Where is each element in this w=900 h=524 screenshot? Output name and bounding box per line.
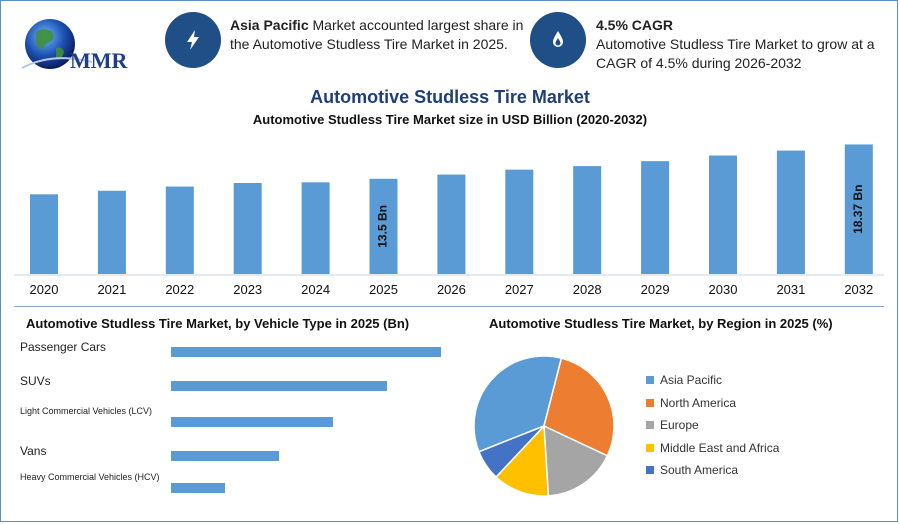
x-tick-label: 2024 [301, 282, 330, 297]
pie-slice-3 [495, 424, 550, 497]
hbar-0 [171, 347, 441, 357]
hbar-label: SUVs [20, 374, 51, 388]
legend-swatch [646, 421, 654, 429]
lightning-icon [187, 30, 199, 50]
hbar-label: Vans [20, 444, 47, 458]
vehicle-type-bar-chart: Passenger Cars SUVs Light Commercial Vehic… [0, 330, 460, 520]
x-tick-label: 2029 [641, 282, 670, 297]
legend-item: Europe [646, 418, 699, 432]
drop-icon-badge [530, 12, 586, 68]
bar-2023 [233, 183, 262, 274]
hbar-label: Light Commercial Vehicles (LCV) [20, 406, 153, 416]
bar-2020 [30, 194, 58, 274]
info-asia-pacific: Asia Pacific Market accounted largest sh… [230, 16, 525, 54]
x-tick-label: 2023 [233, 282, 262, 297]
hbar-3 [171, 451, 279, 461]
legend-label: South America [660, 463, 739, 477]
drop-icon [553, 31, 563, 47]
bar-2029 [641, 161, 670, 274]
chart-title: Automotive Studless Tire Market [310, 87, 590, 107]
legend-swatch [646, 398, 654, 407]
legend-swatch [646, 376, 654, 384]
mmr-logo: MMR [12, 10, 142, 80]
legend-item: North America [646, 396, 736, 410]
legend-label: North America [660, 395, 737, 410]
bar-2028 [573, 166, 602, 274]
region-title: Automotive Studless Tire Market, by Regi… [489, 316, 833, 331]
bar-data-label: 13.5 Bn [376, 205, 390, 248]
hbar-4 [171, 483, 225, 493]
vehicle-type-title: Automotive Studless Tire Market, by Vehi… [26, 316, 410, 331]
hbar-2 [171, 417, 333, 427]
pie-slice-1 [543, 357, 615, 457]
legend-label: Middle East and Africa [660, 440, 780, 455]
x-tick-label: 2025 [369, 282, 398, 297]
info-cagr: 4.5% CAGR Automotive Studless Tire Marke… [596, 16, 886, 73]
pie-slice-0 [473, 356, 563, 453]
info-text: Automotive Studless Tire Market to grow … [596, 36, 875, 71]
legend-item: South America [646, 463, 738, 477]
x-tick-label: 2031 [776, 282, 805, 297]
x-tick-label: 2020 [30, 282, 59, 297]
x-tick-label: 2027 [505, 282, 534, 297]
divider [14, 306, 884, 307]
pie-slice-4 [477, 425, 545, 479]
x-tick-label: 2022 [165, 282, 194, 297]
info-text: Market accounted largest share in the Au… [230, 17, 524, 52]
bar-2024 [301, 182, 330, 274]
lightning-icon-badge [165, 12, 221, 68]
hbar-label: Passenger Cars [20, 340, 107, 354]
info-bold: 4.5% CAGR [596, 17, 674, 33]
x-tick-label: 2026 [437, 282, 466, 297]
bar-2027 [505, 169, 534, 274]
bar-2032 [844, 144, 873, 274]
bar-2030 [709, 155, 737, 274]
legend-label: Europe [660, 418, 699, 432]
market-size-bar-chart: 2020 2021 2022 2023 2024 2025 13.5 Bn 2026 2027 2… [14, 144, 884, 297]
x-tick-label: 2028 [573, 282, 602, 297]
chart-subtitle: Automotive Studless Tire Market size in … [252, 112, 648, 127]
bar-2031 [776, 150, 805, 274]
pie-slice-2 [543, 424, 609, 497]
legend-item: Asia Pacific [646, 373, 722, 387]
x-tick-label: 2030 [709, 282, 738, 297]
legend-item: Middle East and Africa [646, 441, 779, 455]
legend-swatch [646, 443, 654, 452]
hbar-label: Heavy Commercial Vehicles (HCV) [20, 472, 160, 482]
region-pie-chart [473, 356, 615, 497]
x-tick-label: 2021 [97, 282, 126, 297]
bar-data-label: 18.37 Bn [851, 185, 865, 234]
bar-2021 [97, 190, 126, 274]
svg-text:MMR: MMR [70, 48, 129, 73]
info-bold: Asia Pacific [230, 17, 309, 33]
bar-2022 [165, 186, 194, 274]
legend-label: Asia Pacific [660, 373, 723, 387]
legend-swatch [646, 466, 654, 474]
x-tick-label: 2032 [844, 282, 873, 297]
bar-2026 [437, 174, 466, 274]
hbar-1 [171, 381, 387, 391]
bar-2025 [369, 178, 398, 274]
